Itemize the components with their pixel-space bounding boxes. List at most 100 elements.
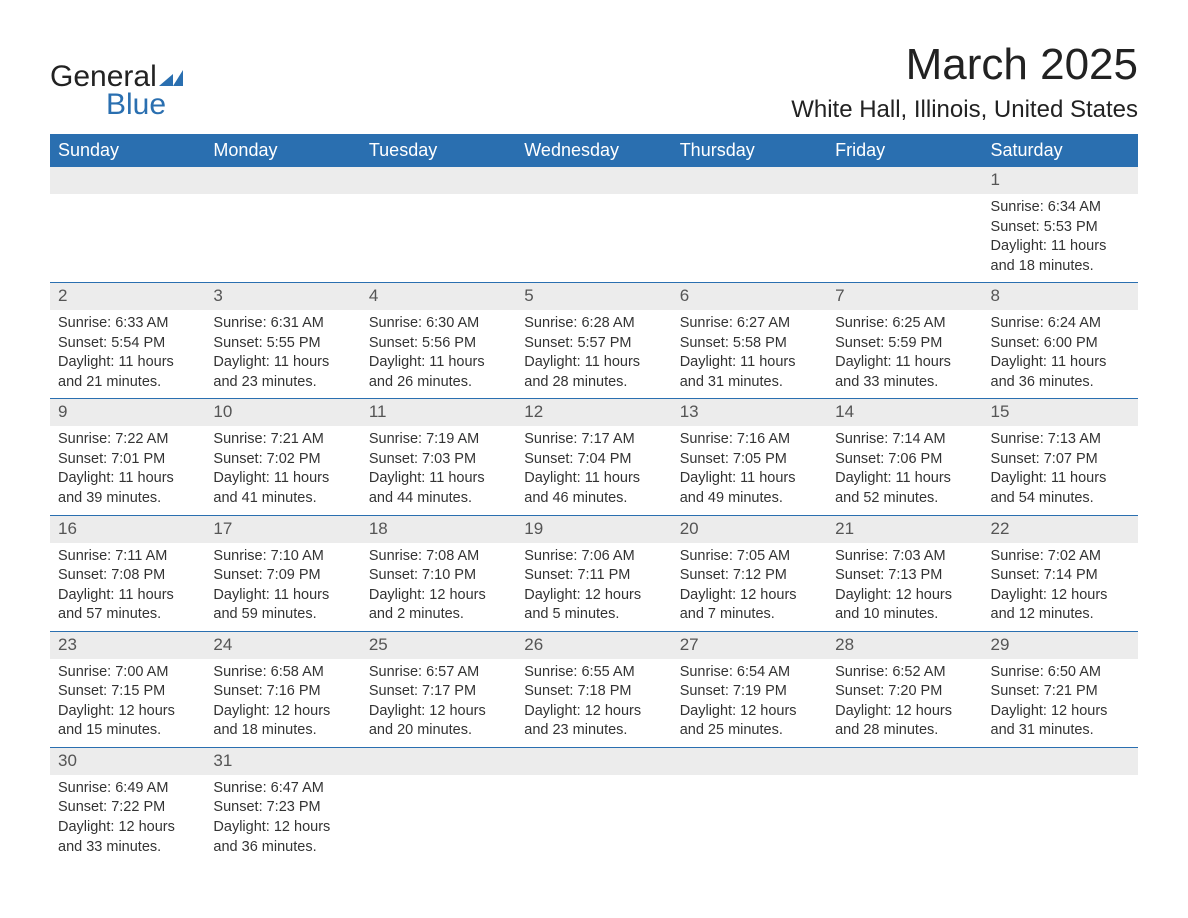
day-number-cell: 22 [983,515,1138,542]
day-number-cell [827,747,982,774]
daylight-line-2: and 44 minutes. [369,489,508,509]
sunset-line: Sunset: 5:55 PM [213,334,352,354]
sunset-line: Sunset: 7:18 PM [524,682,663,702]
daylight-line-1: Daylight: 12 hours [524,586,663,606]
sunrise-line: Sunrise: 6:31 AM [213,314,352,334]
day-number-cell: 8 [983,283,1138,310]
day-detail-cell [361,194,516,283]
daylight-line-2: and 7 minutes. [680,605,819,625]
day-detail-cell: Sunrise: 6:27 AMSunset: 5:58 PMDaylight:… [672,310,827,399]
daylight-line-1: Daylight: 12 hours [991,586,1130,606]
day-detail-cell: Sunrise: 7:05 AMSunset: 7:12 PMDaylight:… [672,543,827,632]
daynum-row: 23242526272829 [50,631,1138,658]
sunrise-line: Sunrise: 6:24 AM [991,314,1130,334]
calendar-table: Sunday Monday Tuesday Wednesday Thursday… [50,134,1138,863]
day-detail-cell: Sunrise: 7:17 AMSunset: 7:04 PMDaylight:… [516,426,671,515]
day-number-cell: 6 [672,283,827,310]
sunset-line: Sunset: 7:20 PM [835,682,974,702]
day-detail-cell [516,194,671,283]
sunset-line: Sunset: 7:19 PM [680,682,819,702]
daylight-line-2: and 49 minutes. [680,489,819,509]
daylight-line-1: Daylight: 11 hours [369,353,508,373]
sunrise-line: Sunrise: 7:13 AM [991,430,1130,450]
day-detail-cell: Sunrise: 7:11 AMSunset: 7:08 PMDaylight:… [50,543,205,632]
daynum-row: 1 [50,167,1138,194]
day-detail-cell: Sunrise: 7:21 AMSunset: 7:02 PMDaylight:… [205,426,360,515]
day-number-cell: 29 [983,631,1138,658]
header: General Blue March 2025 White Hall, Illi… [50,40,1138,124]
sunrise-line: Sunrise: 6:25 AM [835,314,974,334]
sunset-line: Sunset: 7:22 PM [58,798,197,818]
sunset-line: Sunset: 7:04 PM [524,450,663,470]
day-detail-cell: Sunrise: 7:10 AMSunset: 7:09 PMDaylight:… [205,543,360,632]
daylight-line-1: Daylight: 11 hours [524,353,663,373]
daylight-line-2: and 28 minutes. [524,373,663,393]
day-number-cell: 20 [672,515,827,542]
sunset-line: Sunset: 7:09 PM [213,566,352,586]
sunset-line: Sunset: 5:53 PM [991,218,1130,238]
day-number-cell: 10 [205,399,360,426]
day-detail-cell: Sunrise: 7:13 AMSunset: 7:07 PMDaylight:… [983,426,1138,515]
day-number-cell: 24 [205,631,360,658]
daylight-line-2: and 52 minutes. [835,489,974,509]
day-number-cell [516,167,671,194]
daylight-line-2: and 25 minutes. [680,721,819,741]
sunrise-line: Sunrise: 6:57 AM [369,663,508,683]
sunset-line: Sunset: 7:08 PM [58,566,197,586]
day-detail-cell: Sunrise: 6:52 AMSunset: 7:20 PMDaylight:… [827,659,982,748]
sunrise-line: Sunrise: 7:00 AM [58,663,197,683]
col-tuesday: Tuesday [361,134,516,167]
day-detail-cell: Sunrise: 7:16 AMSunset: 7:05 PMDaylight:… [672,426,827,515]
day-number-cell: 19 [516,515,671,542]
col-saturday: Saturday [983,134,1138,167]
sunrise-line: Sunrise: 6:30 AM [369,314,508,334]
day-detail-cell [672,775,827,863]
day-detail-cell: Sunrise: 7:19 AMSunset: 7:03 PMDaylight:… [361,426,516,515]
sunset-line: Sunset: 5:54 PM [58,334,197,354]
sunset-line: Sunset: 7:07 PM [991,450,1130,470]
sunrise-line: Sunrise: 7:10 AM [213,547,352,567]
daylight-line-1: Daylight: 12 hours [213,818,352,838]
daylight-line-1: Daylight: 12 hours [835,702,974,722]
daylight-line-1: Daylight: 11 hours [991,469,1130,489]
daylight-line-2: and 5 minutes. [524,605,663,625]
sunrise-line: Sunrise: 6:47 AM [213,779,352,799]
daylight-line-1: Daylight: 12 hours [835,586,974,606]
col-sunday: Sunday [50,134,205,167]
day-detail-cell: Sunrise: 6:24 AMSunset: 6:00 PMDaylight:… [983,310,1138,399]
day-number-cell: 21 [827,515,982,542]
sunrise-line: Sunrise: 6:58 AM [213,663,352,683]
day-number-cell [361,747,516,774]
day-detail-cell: Sunrise: 6:58 AMSunset: 7:16 PMDaylight:… [205,659,360,748]
day-number-cell: 2 [50,283,205,310]
sunrise-line: Sunrise: 6:50 AM [991,663,1130,683]
sunset-line: Sunset: 7:16 PM [213,682,352,702]
day-number-cell: 18 [361,515,516,542]
daylight-line-1: Daylight: 11 hours [213,469,352,489]
day-detail-cell: Sunrise: 6:49 AMSunset: 7:22 PMDaylight:… [50,775,205,863]
daylight-line-2: and 33 minutes. [58,838,197,858]
daynum-row: 9101112131415 [50,399,1138,426]
day-detail-cell: Sunrise: 7:03 AMSunset: 7:13 PMDaylight:… [827,543,982,632]
brand-logo: General Blue [50,60,183,122]
daylight-line-1: Daylight: 11 hours [835,469,974,489]
daylight-line-1: Daylight: 12 hours [213,702,352,722]
daylight-line-1: Daylight: 11 hours [58,586,197,606]
sunset-line: Sunset: 7:03 PM [369,450,508,470]
sunrise-line: Sunrise: 7:02 AM [991,547,1130,567]
day-number-cell: 31 [205,747,360,774]
day-number-cell: 16 [50,515,205,542]
sunrise-line: Sunrise: 6:54 AM [680,663,819,683]
day-detail-cell: Sunrise: 7:22 AMSunset: 7:01 PMDaylight:… [50,426,205,515]
detail-row: Sunrise: 6:49 AMSunset: 7:22 PMDaylight:… [50,775,1138,863]
daylight-line-1: Daylight: 11 hours [213,353,352,373]
day-number-cell: 26 [516,631,671,658]
daylight-line-2: and 18 minutes. [213,721,352,741]
day-number-cell: 25 [361,631,516,658]
day-detail-cell: Sunrise: 6:33 AMSunset: 5:54 PMDaylight:… [50,310,205,399]
day-detail-cell [827,194,982,283]
sunrise-line: Sunrise: 7:06 AM [524,547,663,567]
day-detail-cell [516,775,671,863]
sunset-line: Sunset: 5:57 PM [524,334,663,354]
day-number-cell: 30 [50,747,205,774]
